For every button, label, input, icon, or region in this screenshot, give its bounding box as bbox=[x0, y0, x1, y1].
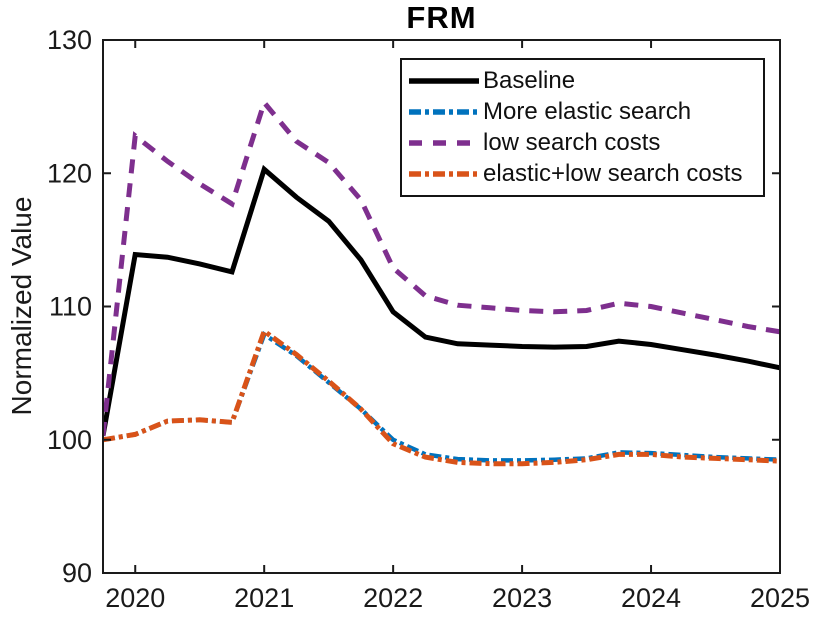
series-line-baseline bbox=[102, 164, 781, 437]
legend: Baseline More elastic search low search co… bbox=[400, 58, 765, 197]
legend-item-low-search-costs: low search costs bbox=[409, 129, 759, 157]
x-tick-label: 2024 bbox=[621, 583, 681, 613]
legend-line-sample bbox=[409, 77, 479, 84]
x-tick-label: 2023 bbox=[492, 583, 552, 613]
legend-label: More elastic search bbox=[483, 97, 692, 125]
y-tick-label: 90 bbox=[62, 558, 92, 588]
x-tick-label: 2020 bbox=[105, 583, 165, 613]
legend-item-baseline: Baseline bbox=[409, 67, 759, 95]
legend-line-sample bbox=[409, 140, 479, 146]
legend-line-sample bbox=[409, 109, 479, 115]
y-axis-label: Normalized Value bbox=[6, 196, 37, 416]
legend-label: Baseline bbox=[483, 66, 576, 94]
series-line-low-search-costs bbox=[102, 97, 781, 437]
x-tick-label: 2021 bbox=[234, 583, 294, 613]
series-line-elastic-low-search-costs bbox=[102, 327, 781, 467]
y-tick-label: 100 bbox=[47, 425, 92, 455]
y-tick-label: 130 bbox=[47, 25, 92, 55]
series-line-more-elastic-search bbox=[102, 331, 781, 463]
series-lines bbox=[102, 97, 781, 467]
y-tick-label: 120 bbox=[47, 158, 92, 188]
legend-line-sample bbox=[409, 171, 479, 178]
y-tick-label: 110 bbox=[49, 292, 92, 322]
x-tick-label: 2025 bbox=[750, 583, 810, 613]
chart-title: FRM bbox=[406, 0, 477, 35]
legend-label: elastic+low search costs bbox=[483, 160, 743, 188]
legend-item-elastic-low-search-costs: elastic+low search costs bbox=[409, 160, 759, 188]
legend-label: low search costs bbox=[483, 129, 661, 157]
tick-marks bbox=[103, 39, 781, 574]
x-tick-label: 2022 bbox=[363, 583, 423, 613]
legend-item-more-elastic-search: More elastic search bbox=[409, 98, 759, 126]
